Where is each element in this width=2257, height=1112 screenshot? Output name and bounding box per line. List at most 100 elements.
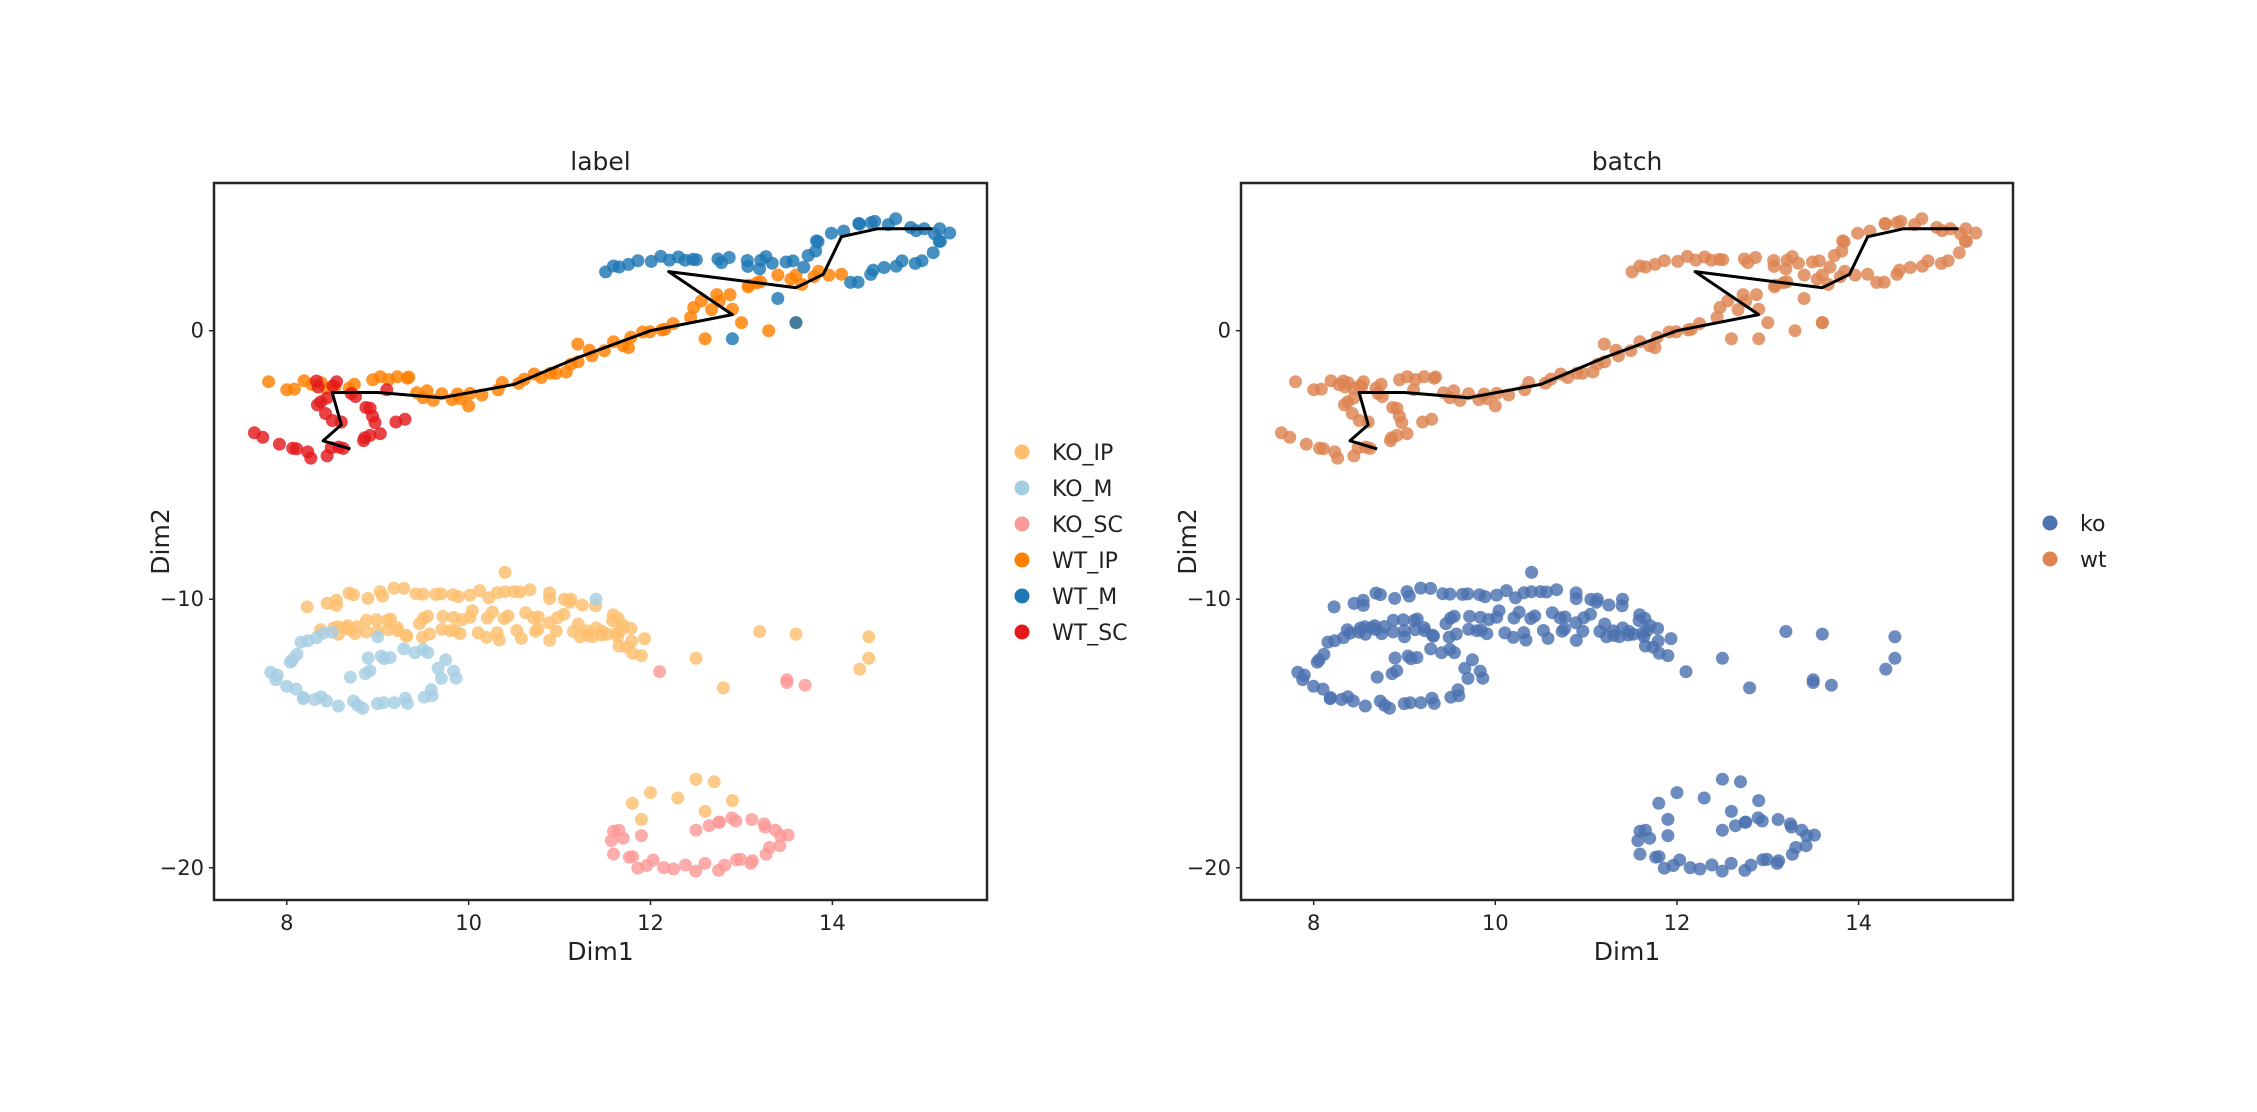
data-point-ko [1651,622,1665,635]
legend-marker [1014,624,1030,640]
data-point-WT_IP [262,375,276,389]
data-point-ko [1569,633,1583,647]
data-point-KO_IP [725,794,739,808]
data-point-KO_SC [626,850,639,864]
data-point-ko [1729,819,1742,833]
y-axis-label: Dim2 [146,508,175,574]
data-point-wt [1283,430,1297,444]
data-point-ko [1697,791,1711,805]
data-point-KO_IP [387,581,401,595]
data-point-ko [1888,630,1902,644]
data-point-KO_SC [780,673,794,687]
data-point-ko [1383,701,1396,715]
data-point-ko [1321,635,1335,649]
data-point-KO_IP [390,621,404,635]
legend-label: WT_IP [1052,549,1118,574]
data-point-WT_M [789,316,803,330]
data-point-KO_SC [745,854,759,868]
data-point-ko [1398,630,1411,644]
data-point-ko [1724,804,1738,818]
data-point-wt [1749,288,1763,302]
data-point-ko [1443,587,1457,601]
data-point-KO_IP [600,627,614,641]
data-point-KO_IP [421,609,434,623]
data-point-WT_IP [571,337,585,351]
data-point-KO_SC [734,852,748,866]
data-point-KO_IP [543,633,557,647]
data-point-WT_IP [280,383,294,397]
data-point-ko [1512,605,1526,619]
data-point-WT_SC [290,442,304,456]
data-point-ko [1569,592,1583,606]
data-point-KO_IP [329,593,343,607]
legend-label: KO_IP [1052,441,1113,466]
data-point-KO_IP [510,624,524,637]
legend: ko wt [2042,512,2107,573]
data-point-KO_M [434,671,448,685]
data-point-WT_IP [622,341,635,355]
data-point-KO_IP [485,605,499,619]
data-point-wt [1797,292,1811,305]
data-point-KO_IP [671,791,685,805]
data-point-WT_M [926,246,940,260]
data-point-KO_IP [360,613,373,627]
data-point-KO_SC [607,847,620,861]
data-point-ko [1386,613,1400,627]
data-point-ko [1661,649,1675,663]
data-point-WT_SC [272,437,286,451]
data-point-ko [1528,609,1542,623]
data-point-WT_IP [835,267,848,281]
data-point-KO_IP [625,796,639,810]
data-point-WT_M [932,234,946,248]
data-point-KO_M [374,649,388,663]
data-point-wt [1767,254,1781,267]
data-point-KO_M [431,661,445,675]
data-point-KO_SC [679,858,692,872]
y-tick-label: −10 [160,587,204,611]
data-point-WT_SC [314,395,328,409]
data-point-wt [1724,332,1738,346]
data-point-KO_IP [350,620,364,634]
data-point-ko [1458,661,1472,675]
y-tick-label: −20 [1187,856,1231,880]
plot-area [247,212,957,878]
data-point-wt [1390,401,1404,415]
data-point-wt [1915,259,1929,273]
data-point-KO_IP [490,626,504,640]
data-point-ko [1414,696,1428,710]
data-point-ko [1779,625,1793,638]
data-point-ko [1652,796,1666,810]
data-point-KO_M [283,655,297,669]
data-point-ko [1346,694,1360,708]
data-point-ko [1396,613,1410,627]
data-point-wt [1597,337,1611,351]
legend-label: KO_SC [1052,513,1123,538]
data-point-ko [1679,665,1693,679]
data-point-WT_SC [311,380,325,394]
data-point-KO_IP [689,651,703,665]
data-point-KO_IP [501,609,515,623]
data-point-wt [1716,253,1730,267]
data-point-KO_SC [763,841,776,854]
x-tick-label: 14 [819,911,846,935]
data-point-KO_SC [718,858,732,872]
data-point-WT_SC [363,428,377,442]
data-point-KO_IP [698,804,712,818]
data-point-WT_M [889,212,903,226]
data-point-KO_SC [702,819,716,833]
data-point-KO_M [358,667,372,681]
data-point-KO_IP [634,649,648,663]
data-point-KO_M [400,696,414,710]
data-point-wt [1307,383,1321,397]
data-point-wt [1488,399,1502,413]
data-point-WT_IP [698,332,712,346]
data-point-wt [1788,324,1802,338]
data-point-WT_IP [400,371,414,385]
data-point-wt [1890,267,1904,281]
data-point-ko [1525,565,1539,579]
data-point-KO_SC [653,665,667,679]
data-point-WT_SC [373,427,387,441]
data-point-ko [1540,585,1553,599]
data-point-wt [1915,212,1929,226]
data-point-ko [1724,856,1738,870]
